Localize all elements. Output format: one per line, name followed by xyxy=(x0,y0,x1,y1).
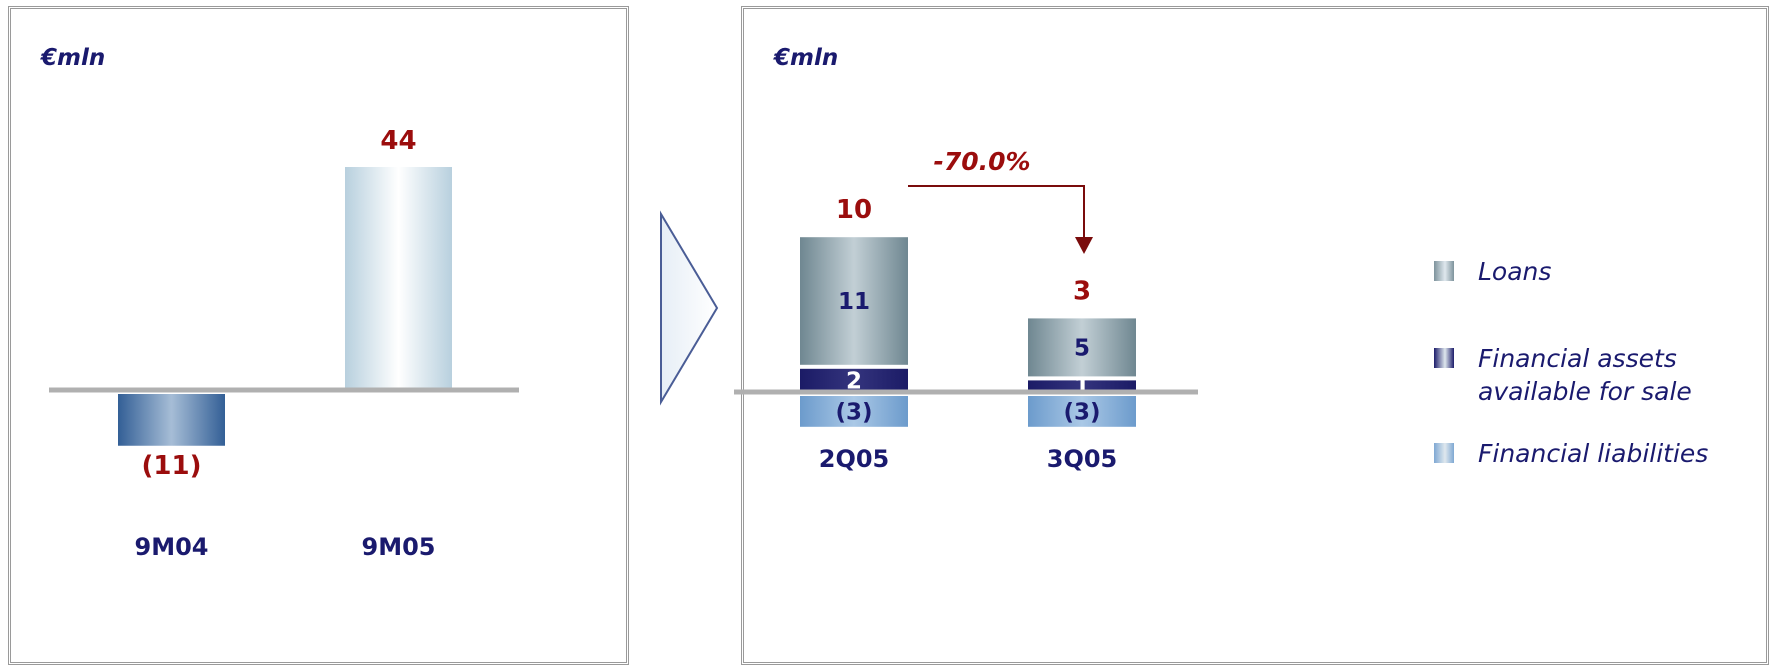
legend-label-financial-liabilities: Financial liabilities xyxy=(1478,439,1709,468)
bar-segment-financial-liabilities-3q05 xyxy=(1028,396,1136,427)
bar-9m04 xyxy=(118,394,225,446)
segment-label-financial-liabilities-3q05: (3) xyxy=(1063,399,1100,425)
transition-arrow-icon xyxy=(660,210,719,406)
bar-segment-financial-assets-3q05 xyxy=(1028,380,1136,392)
total-label-3q05: 3 xyxy=(1073,276,1091,306)
change-arrow-line xyxy=(908,185,1085,239)
bar-segment-financial-assets-2q05 xyxy=(800,368,908,392)
legend-swatch-financial-assets xyxy=(1434,348,1454,368)
total-label-2q05: 10 xyxy=(836,195,872,225)
change-percentage-label: -70.0% xyxy=(933,147,1030,176)
segment-label-loans-2q05: 11 xyxy=(838,289,870,315)
category-label-9m05: 9M05 xyxy=(362,533,436,561)
left-bar-chart: (11) 9M04 44 9M05 xyxy=(49,126,519,561)
category-label-2q05: 2Q05 xyxy=(819,445,890,473)
legend-item-financial-assets: Financial assets available for sale xyxy=(1434,342,1692,408)
legend-label-loans: Loans xyxy=(1478,257,1552,286)
bar-segment-financial-liabilities-2q05 xyxy=(800,396,908,427)
bar-9m05 xyxy=(345,167,452,390)
segment-label-financial-assets-2q05: 2 xyxy=(846,368,862,394)
left-chart-panel: €mln (11) 9M04 44 9M05 xyxy=(8,6,629,665)
legend-label-financial-assets: Financial assets available for sale xyxy=(1478,344,1692,406)
right-chart-panel: €mln 11 2 (3) 10 2Q05 5 1 (3) 3 3Q05 -70.0% Loans … xyxy=(734,6,1769,665)
legend-swatch-financial-liabilities xyxy=(1434,443,1454,463)
right-unit-label: €mln xyxy=(774,45,839,71)
left-unit-label: €mln xyxy=(41,45,106,71)
segment-label-loans-3q05: 5 xyxy=(1074,335,1090,361)
segment-label-financial-liabilities-2q05: (3) xyxy=(835,399,872,425)
legend-swatch-loans xyxy=(1434,261,1454,281)
bar-segment-loans-2q05 xyxy=(800,237,908,365)
value-label-9m04: (11) xyxy=(142,451,202,481)
category-label-3q05: 3Q05 xyxy=(1047,445,1118,473)
legend-item-financial-liabilities: Financial liabilities xyxy=(1434,437,1708,470)
change-arrow-head-icon xyxy=(1075,237,1093,254)
value-label-9m05: 44 xyxy=(380,126,416,156)
bar-segment-loans-3q05 xyxy=(1028,318,1136,377)
legend-item-loans: Loans xyxy=(1434,255,1551,288)
category-label-9m04: 9M04 xyxy=(135,533,209,561)
